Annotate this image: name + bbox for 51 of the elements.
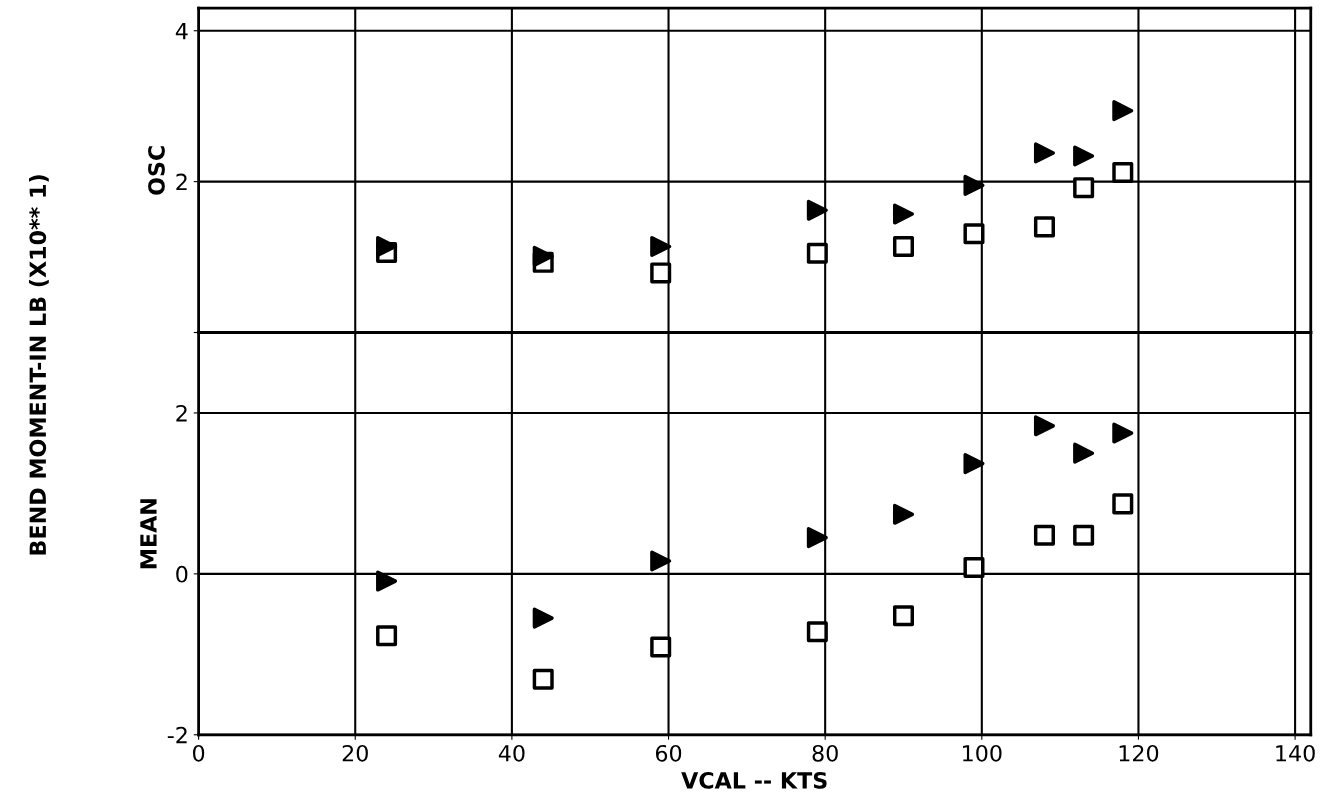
y-tick-label: 2	[176, 173, 187, 191]
point	[892, 503, 915, 525]
point	[650, 636, 672, 658]
point	[963, 223, 985, 245]
point	[650, 235, 672, 258]
point	[532, 668, 554, 690]
point	[892, 203, 915, 225]
point	[1112, 422, 1134, 444]
point	[1033, 216, 1055, 238]
point	[1073, 442, 1095, 464]
point	[1112, 100, 1134, 122]
point	[650, 262, 672, 284]
x-tick-label: 120	[1119, 744, 1159, 762]
x-tick-label: 20	[342, 744, 368, 762]
y-tick-label: 0	[176, 565, 188, 583]
point	[1033, 524, 1055, 546]
y-tick-label: -2	[167, 726, 187, 744]
x-tick-label: 140	[1276, 744, 1315, 762]
x-tick-label: 80	[812, 744, 838, 762]
point	[806, 242, 828, 264]
x-tick-label: 60	[655, 744, 682, 762]
point	[532, 245, 554, 267]
x-tick-label: 40	[498, 744, 525, 762]
point	[532, 607, 554, 629]
y-axis-title: MEAN	[140, 499, 157, 569]
point	[892, 605, 915, 627]
point	[1112, 493, 1134, 515]
x-axis-title: VCAL -- KTS	[681, 771, 827, 789]
y-axis-title: OSC	[148, 146, 165, 195]
y-tick-label: 4	[175, 22, 188, 40]
point	[963, 556, 985, 578]
point	[1073, 524, 1095, 546]
x-tick-label: 100	[963, 744, 1002, 762]
point	[376, 625, 398, 647]
point	[806, 527, 828, 549]
point	[1033, 142, 1055, 164]
point	[1073, 145, 1095, 167]
point	[376, 570, 398, 592]
text: BEND MOMENT-IN LB (X10** 1)	[28, 175, 49, 555]
point	[806, 621, 828, 643]
point	[376, 235, 398, 258]
point	[806, 199, 828, 221]
point	[963, 453, 985, 475]
y-tick-label: 2	[176, 404, 187, 422]
point	[1112, 162, 1134, 184]
point	[1073, 177, 1095, 199]
x-tick-label: 0	[193, 744, 205, 762]
point	[650, 550, 672, 572]
point	[963, 174, 985, 196]
point	[1033, 415, 1055, 437]
point	[892, 235, 915, 258]
